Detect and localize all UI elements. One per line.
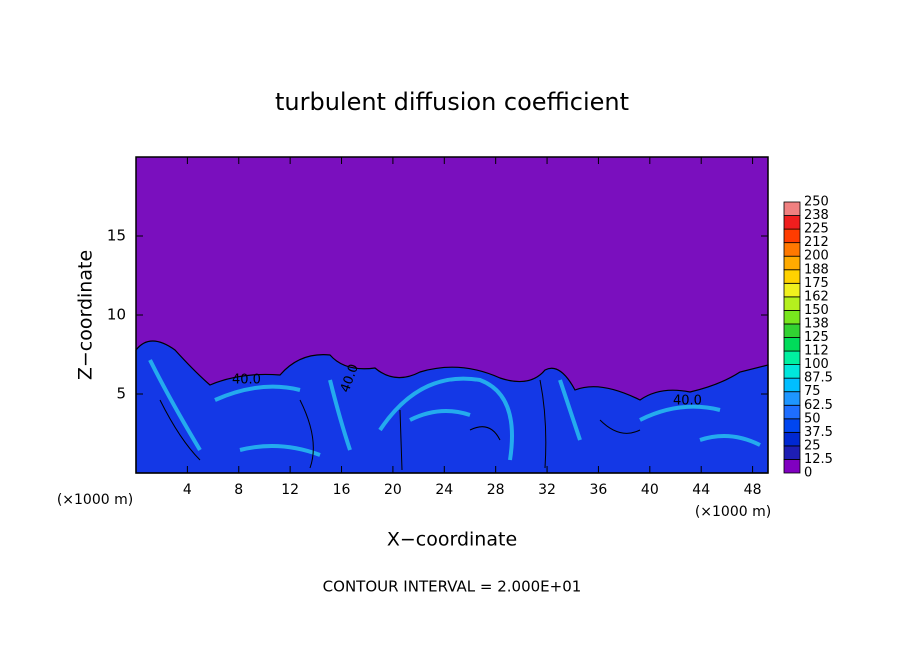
colorbar-box	[783, 282, 801, 298]
colorbar-label: 212	[804, 235, 829, 250]
colorbar-label: 200	[804, 249, 829, 264]
x-tick-label: 40	[641, 482, 659, 498]
colorbar-box	[783, 242, 801, 257]
colorbar-box	[783, 337, 801, 352]
chart-title: turbulent diffusion coefficient	[275, 88, 629, 116]
x-tick-label: 16	[333, 482, 351, 498]
colorbar-box	[783, 445, 801, 460]
colorbar-box	[783, 404, 801, 420]
x-axis-label: X−coordinate	[387, 529, 517, 551]
colorbar-label: 225	[804, 222, 829, 237]
colorbar-label: 0	[804, 466, 812, 481]
y-axis-label: Z−coordinate	[75, 250, 97, 380]
field-streak	[148, 359, 761, 461]
colorbar-label: 50	[804, 411, 821, 426]
colorbar-label: 12.5	[804, 452, 833, 467]
colorbar-box	[783, 350, 801, 365]
x-tick-label: 32	[538, 482, 556, 498]
x-tick-label: 12	[281, 482, 299, 498]
field-region	[135, 340, 769, 474]
colorbar-label: 188	[804, 262, 829, 277]
colorbar-label: 138	[804, 316, 829, 331]
colorbar-box	[783, 377, 801, 393]
x-tick-label: 44	[692, 482, 710, 498]
x-tick-label: 20	[384, 482, 402, 498]
colorbar-box	[783, 255, 801, 271]
colorbar-label: 250	[804, 195, 829, 210]
colorbar-label: 175	[804, 276, 829, 291]
colorbar-box	[783, 323, 801, 338]
colorbar-label: 62.5	[804, 398, 833, 413]
colorbar-label: 112	[804, 344, 829, 359]
y-tick-label: 10	[107, 306, 126, 324]
colorbar-label: 37.5	[804, 425, 833, 440]
colorbar-label: 75	[804, 384, 821, 399]
colorbar-box	[783, 296, 801, 311]
x-tick-label: 28	[487, 482, 505, 498]
y-tick-label: 15	[107, 227, 126, 245]
x-tick-label: 48	[744, 482, 762, 498]
x-tick-label: 36	[590, 482, 608, 498]
y-tick-label: 5	[116, 385, 126, 403]
colorbar-box	[783, 228, 801, 244]
x-tick-label: 4	[183, 482, 192, 498]
colorbar-box	[783, 431, 801, 447]
colorbar-box	[783, 269, 801, 284]
colorbar-label: 25	[804, 438, 821, 453]
x-unit-label: (×1000 m)	[57, 492, 133, 508]
contour-label: 40.0	[232, 373, 261, 388]
x-tick-label: 24	[435, 482, 453, 498]
footer-note: CONTOUR INTERVAL = 2.000E+01	[323, 578, 582, 596]
x-unit-label: (×1000 m)	[695, 504, 771, 520]
colorbar-label: 100	[804, 357, 829, 372]
colorbar-box	[783, 309, 801, 325]
contour-label: 40.0	[673, 394, 702, 409]
colorbar-box	[783, 391, 801, 406]
colorbar-box	[783, 418, 801, 433]
colorbar-label: 87.5	[804, 371, 833, 386]
x-tick-label: 8	[234, 482, 243, 498]
colorbar-box	[783, 201, 801, 216]
colorbar-label: 150	[804, 303, 829, 318]
field: 40.0 40.0 40.0	[135, 157, 769, 474]
colorbar-label: 162	[804, 289, 829, 304]
contour-line	[159, 379, 641, 471]
colorbar-label: 238	[804, 208, 829, 223]
colorbar-box	[783, 459, 801, 474]
colorbar-box	[783, 215, 801, 230]
colorbar-box	[783, 364, 801, 379]
colorbar-label: 125	[804, 330, 829, 345]
